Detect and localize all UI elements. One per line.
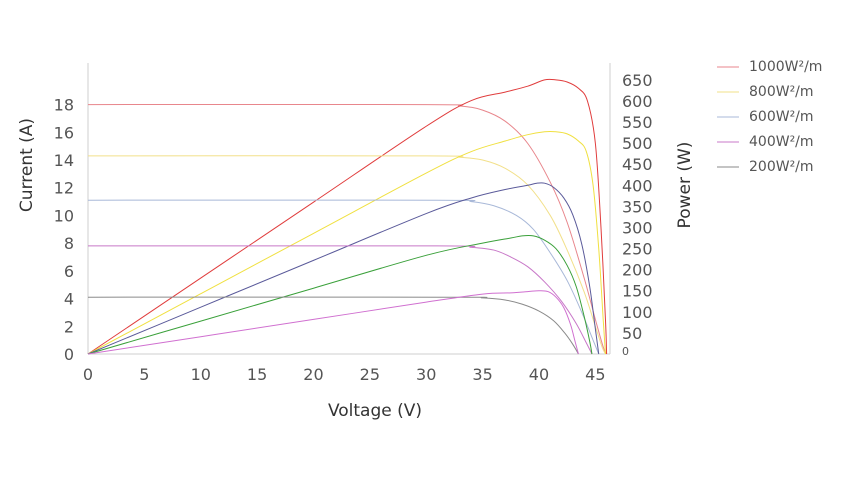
pv-curve-2 [87, 130, 606, 355]
x-tick-label: 10 [191, 365, 211, 384]
legend-label: 400W²/m [749, 134, 814, 150]
iv-curve-4 [87, 245, 593, 355]
y-left-tick-label: 18 [54, 96, 74, 115]
iv-curve-5 [87, 296, 579, 355]
y-axis-right-title: Power (W) [675, 142, 695, 229]
y-left-tick-label: 0 [64, 345, 74, 364]
y-left-tick-label: 6 [64, 262, 74, 281]
y-right-tick-label: 500 [622, 134, 653, 153]
pv-curve-5 [87, 290, 579, 355]
iv-curve-3 [87, 199, 600, 355]
legend-item: 800W²/m [717, 84, 814, 100]
x-tick-label: 20 [303, 365, 323, 384]
x-tick-label: 5 [139, 365, 149, 384]
y-right-tick-label: 100 [622, 303, 653, 322]
legend-item: 400W²/m [717, 134, 814, 150]
y-left-tick-label: 8 [64, 234, 74, 253]
y-left-tick-label: 10 [54, 206, 74, 225]
x-tick-label: 15 [247, 365, 267, 384]
y-right-tick-label: 300 [622, 218, 653, 237]
legend-item: 200W²/m [717, 159, 814, 175]
y-left-tick-label: 2 [64, 317, 74, 336]
x-tick-label: 0 [83, 365, 93, 384]
pv-curve-3 [87, 182, 600, 355]
y-left-tick-label: 12 [54, 179, 74, 198]
tick-labels: 0 5 10 15 20 25 30 35 40 450246810121416180501001… [54, 71, 653, 384]
legend: 1000W²/m 800W²/m 600W²/m 400W²/m 200W²/m [717, 59, 822, 175]
x-tick-label: 25 [360, 365, 380, 384]
y-axis-left-title: Current (A) [17, 118, 37, 212]
legend-item: 1000W²/m [717, 59, 822, 75]
y-right-tick-label: 0 [622, 345, 629, 358]
y-right-tick-label: 50 [622, 324, 642, 343]
x-tick-label: 40 [529, 365, 549, 384]
pv-curve-1 [87, 78, 608, 355]
y-right-tick-label: 600 [622, 92, 653, 111]
y-right-tick-label: 200 [622, 261, 653, 280]
y-right-tick-label: 550 [622, 113, 653, 132]
x-tick-label: 30 [416, 365, 436, 384]
y-right-tick-label: 350 [622, 197, 653, 216]
pv-curve-4 [87, 235, 593, 355]
y-right-tick-label: 150 [622, 282, 653, 301]
legend-label: 1000W²/m [749, 59, 822, 75]
axes [87, 63, 611, 355]
y-left-tick-label: 16 [54, 123, 74, 142]
x-tick-label: 45 [585, 365, 605, 384]
x-tick-label: 35 [472, 365, 492, 384]
y-left-tick-label: 4 [64, 290, 74, 309]
x-axis-title: Voltage (V) [328, 401, 422, 421]
series [87, 78, 608, 355]
y-right-tick-label: 650 [622, 71, 653, 90]
y-right-tick-label: 250 [622, 240, 653, 259]
legend-item: 600W²/m [717, 109, 814, 125]
legend-label: 600W²/m [749, 109, 814, 125]
legend-label: 200W²/m [749, 159, 814, 175]
legend-label: 800W²/m [749, 84, 814, 100]
iv-curve-1 [87, 103, 608, 355]
y-left-tick-label: 14 [54, 151, 74, 170]
y-right-tick-label: 400 [622, 176, 653, 195]
y-right-tick-label: 450 [622, 155, 653, 174]
